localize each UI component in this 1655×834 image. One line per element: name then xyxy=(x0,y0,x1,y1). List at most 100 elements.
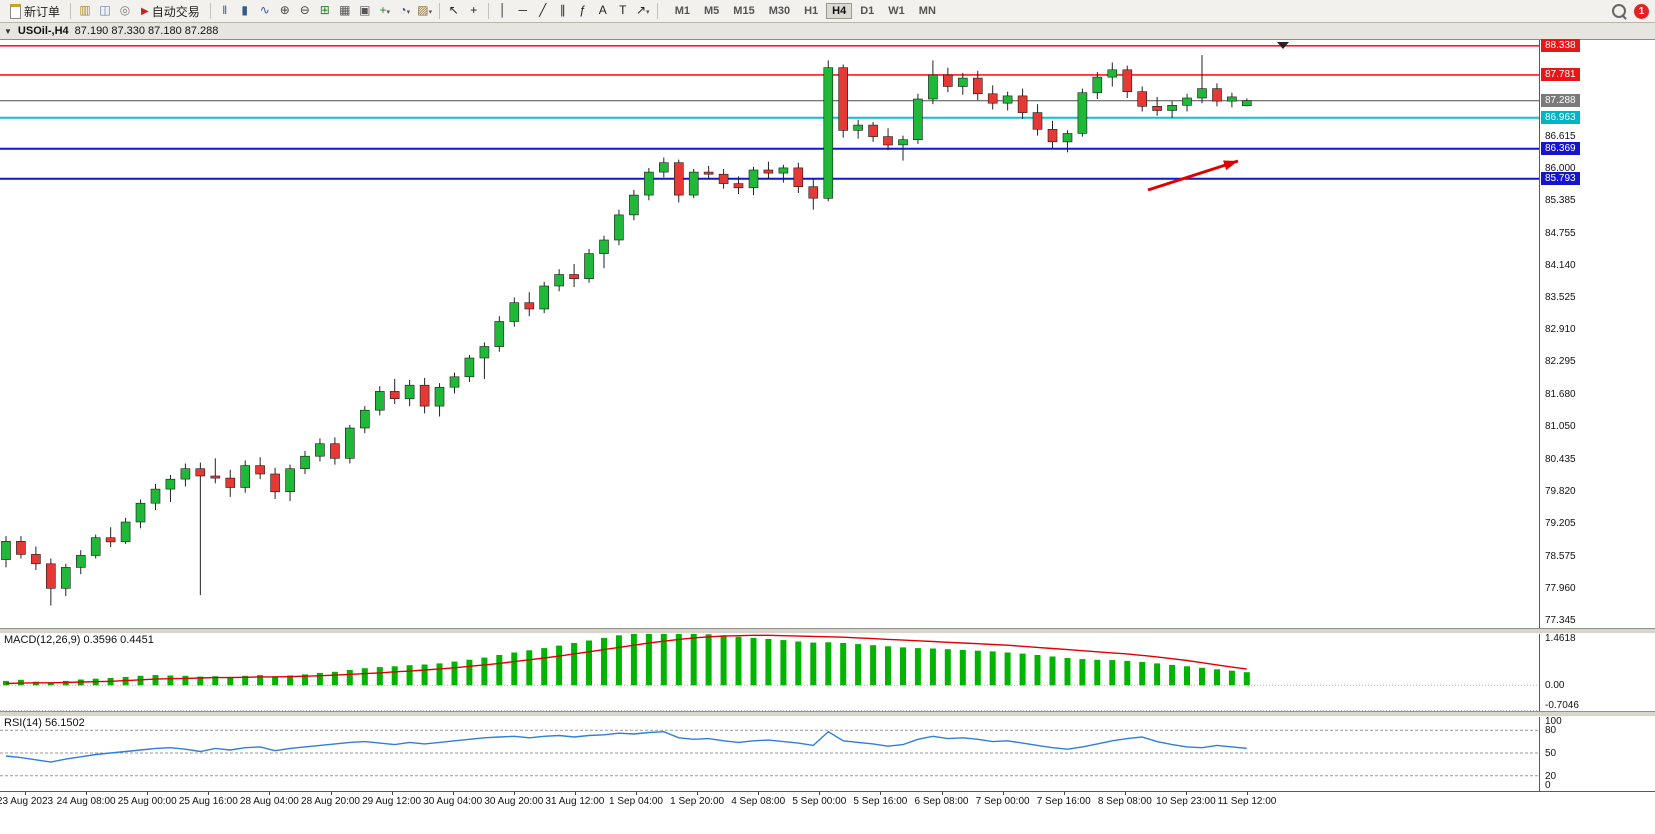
macd-histogram-bar xyxy=(391,666,398,686)
timeframe-w1[interactable]: W1 xyxy=(882,3,911,19)
macd-histogram-bar xyxy=(182,675,189,686)
new-order-label: 新订单 xyxy=(24,4,61,19)
panel-separator[interactable] xyxy=(0,628,1655,634)
price-tick: 83.525 xyxy=(1545,292,1576,304)
line-tools-icon-group: │ ─ ╱ ∥ ƒ A T ↗▾ xyxy=(493,1,653,21)
chart-area: MACD(12,26,9) 0.3596 0.4451 RSI(14) 56.1… xyxy=(0,38,1655,812)
macd-histogram-bar xyxy=(257,675,264,686)
text-icon[interactable]: A xyxy=(598,3,607,17)
cursor-icon[interactable]: ↖ xyxy=(448,3,459,17)
profiles-icon[interactable]: ▥ xyxy=(79,3,91,17)
track-chart-icon[interactable]: ▣ xyxy=(359,3,371,17)
bull-candle xyxy=(60,567,71,589)
auto-trading-button[interactable]: ▶ 自动交易 xyxy=(136,1,205,22)
text-label-icon[interactable]: T xyxy=(619,3,627,17)
periods-icon[interactable]: ◔▾ xyxy=(399,3,411,17)
bar-chart-type-icon[interactable]: ‖ xyxy=(222,3,228,17)
templates-icon[interactable]: ▨▾ xyxy=(417,3,433,17)
chart-shift-marker[interactable] xyxy=(1277,42,1289,49)
time-tick xyxy=(269,792,271,795)
templates-icon-caret[interactable]: ▾ xyxy=(428,9,433,16)
bear-candle xyxy=(987,93,998,104)
bull-candle xyxy=(240,465,250,488)
macd-histogram-bar xyxy=(1124,660,1131,686)
time-axis[interactable]: 23 Aug 2023 24 Aug 08:00 25 Aug 00:00 25 Au… xyxy=(0,791,1655,812)
price-tick: 80.435 xyxy=(1545,453,1576,465)
macd-histogram-bar xyxy=(1109,660,1116,686)
price-axis[interactable]: 86.615 86.000 85.385 84.755 84.140 83.525 82.9… xyxy=(1539,38,1655,791)
main-chart-canvas[interactable] xyxy=(0,40,1539,628)
timeframe-h1[interactable]: H1 xyxy=(798,3,824,19)
time-tick xyxy=(697,792,699,795)
price-tick: 84.140 xyxy=(1545,260,1576,272)
metaeditor-icon[interactable]: ◎ xyxy=(119,3,131,17)
timeframe-h4[interactable]: H4 xyxy=(826,3,853,19)
insert-icon-group: +▾ ◔▾ ▨▾ xyxy=(375,1,435,21)
timeframe-m15[interactable]: M15 xyxy=(727,3,760,19)
trend-arrow-line[interactable] xyxy=(1147,159,1239,192)
bear-candle xyxy=(419,384,430,407)
price-tick: 78.575 xyxy=(1545,550,1576,562)
zoom-out-icon[interactable]: ⊖ xyxy=(299,3,310,17)
timeframe-m5[interactable]: M5 xyxy=(698,3,725,19)
macd-histogram-bar xyxy=(242,675,249,686)
timeframe-mn[interactable]: MN xyxy=(913,3,942,19)
line-chart-type-icon[interactable]: ∿ xyxy=(259,3,270,17)
timeframe-d1[interactable]: D1 xyxy=(854,3,880,19)
notification-badge[interactable]: 1 xyxy=(1634,3,1649,19)
macd-histogram-bar xyxy=(1019,653,1026,686)
collapse-icon[interactable]: ▼ xyxy=(4,26,12,36)
time-label: 30 Aug 20:00 xyxy=(484,796,544,807)
equidistant-channel-icon[interactable]: ∥ xyxy=(559,3,566,17)
time-label: 5 Sep 16:00 xyxy=(853,796,908,807)
zoom-in-icon[interactable]: ⊕ xyxy=(279,3,290,17)
trendline-icon[interactable]: ╱ xyxy=(539,3,547,17)
system-icon-group: ▥ ◫ ◎ xyxy=(75,1,135,21)
macd-histogram-bar xyxy=(675,632,682,686)
toolbar-separator xyxy=(70,3,72,19)
bull-candle xyxy=(404,384,415,400)
macd-axis-label: 0.00 xyxy=(1545,680,1565,692)
charts-window-icon[interactable]: ◫ xyxy=(99,3,111,17)
timeframe-m1[interactable]: M1 xyxy=(669,3,696,19)
bear-candle xyxy=(703,171,714,175)
timeframe-m30[interactable]: M30 xyxy=(763,3,796,19)
price-tick: 77.345 xyxy=(1545,614,1576,626)
macd-histogram-bar xyxy=(346,670,353,686)
crosshair-icon[interactable]: + xyxy=(470,3,478,17)
rsi-panel-canvas[interactable] xyxy=(0,715,1539,791)
bull-candle xyxy=(76,555,86,568)
bull-candle xyxy=(135,502,146,523)
time-label: 6 Sep 08:00 xyxy=(914,796,969,807)
macd-histogram-bar xyxy=(227,676,234,686)
new-chart-icon[interactable]: +▾ xyxy=(379,3,390,17)
search-icon[interactable] xyxy=(1612,4,1626,18)
tile-windows-icon[interactable]: ⊞ xyxy=(319,3,330,17)
macd-histogram-bar xyxy=(914,648,921,686)
periods-icon-caret[interactable]: ▾ xyxy=(406,9,411,16)
macd-histogram-bar xyxy=(331,671,338,686)
macd-histogram-bar xyxy=(870,645,877,686)
macd-histogram-bar xyxy=(511,652,518,686)
panel-separator[interactable] xyxy=(0,711,1655,717)
time-tick xyxy=(636,792,637,795)
arrows-icon[interactable]: ↗▾ xyxy=(635,3,650,17)
horizontal-line-icon[interactable]: ─ xyxy=(518,3,527,17)
vertical-line-icon[interactable]: │ xyxy=(498,3,507,17)
auto-arrange-icon[interactable]: ▦ xyxy=(339,3,351,17)
price-tick: 77.960 xyxy=(1545,582,1576,594)
bull-candle xyxy=(584,253,594,280)
new-chart-icon-caret[interactable]: ▾ xyxy=(386,9,390,16)
time-label: 31 Aug 12:00 xyxy=(545,796,605,807)
arrows-icon-caret[interactable]: ▾ xyxy=(646,9,650,16)
candlestick-type-icon[interactable]: ▮ xyxy=(241,3,249,17)
macd-histogram-bar xyxy=(765,639,772,686)
macd-panel-canvas[interactable] xyxy=(0,632,1539,711)
fibonacci-icon[interactable]: ƒ xyxy=(579,3,587,17)
trend-arrow-head[interactable] xyxy=(1223,160,1238,171)
new-order-button[interactable]: 新订单 xyxy=(5,1,65,22)
price-tick: 84.755 xyxy=(1545,227,1576,239)
chart-titlebar[interactable]: ▼ USOil-,H4 87.190 87.330 87.180 87.288 xyxy=(0,23,1655,40)
bull-candle xyxy=(688,171,699,196)
macd-histogram-bar xyxy=(1034,655,1041,686)
